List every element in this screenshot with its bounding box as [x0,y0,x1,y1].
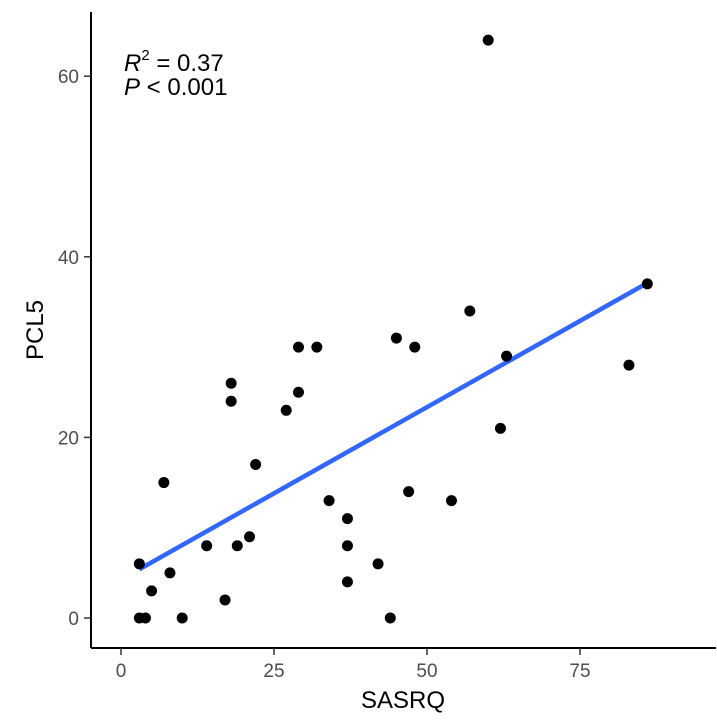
data-point [292,341,304,353]
data-point [390,332,402,344]
x-tick-label: 25 [263,661,284,682]
p-symbol: P [124,74,140,101]
p-value: < 0.001 [140,74,227,101]
data-point [292,386,304,398]
data-point [384,612,396,624]
regression-line-group [138,281,649,572]
y-tick-label: 60 [58,67,79,88]
data-point [164,567,176,579]
x-tick-label: 0 [116,661,127,682]
data-point [244,531,256,543]
regression-line [138,281,649,572]
y-ticks: 0 20 40 60 [58,67,91,630]
data-point [341,513,353,525]
r-superscript: 2 [141,47,149,64]
data-point [250,458,262,470]
data-point [133,558,145,570]
data-point [280,404,292,416]
data-point [201,540,213,552]
data-point [372,558,384,570]
data-point [146,585,158,597]
y-tick-label: 0 [68,609,79,630]
y-tick-label: 20 [58,428,79,449]
x-ticks: 0 25 50 75 [116,648,591,682]
data-point [341,540,353,552]
data-point [409,341,421,353]
data-point [341,576,353,588]
data-point [403,486,415,498]
data-points [133,34,653,624]
data-point [623,359,635,371]
data-point [494,422,506,434]
y-axis-title: PCL5 [22,300,49,360]
data-point [139,612,151,624]
data-point [219,594,231,606]
x-axis-title: SASRQ [361,687,445,714]
r-symbol: R [124,50,141,77]
data-point [311,341,323,353]
data-point [445,495,457,507]
x-tick-label: 50 [416,661,437,682]
data-point [501,350,513,362]
data-point [231,540,243,552]
data-point [225,395,237,407]
y-tick-label: 40 [58,248,79,269]
data-point [158,477,170,489]
p-value-annotation: P < 0.001 [124,74,227,101]
data-point [323,495,335,507]
data-point [641,278,653,290]
data-point [176,612,188,624]
r-squared-annotation: R2 = 0.37 [124,47,224,77]
data-point [482,34,494,46]
data-point [225,377,237,389]
r-value: = 0.37 [150,50,224,77]
x-tick-label: 75 [569,661,590,682]
data-point [464,305,476,317]
